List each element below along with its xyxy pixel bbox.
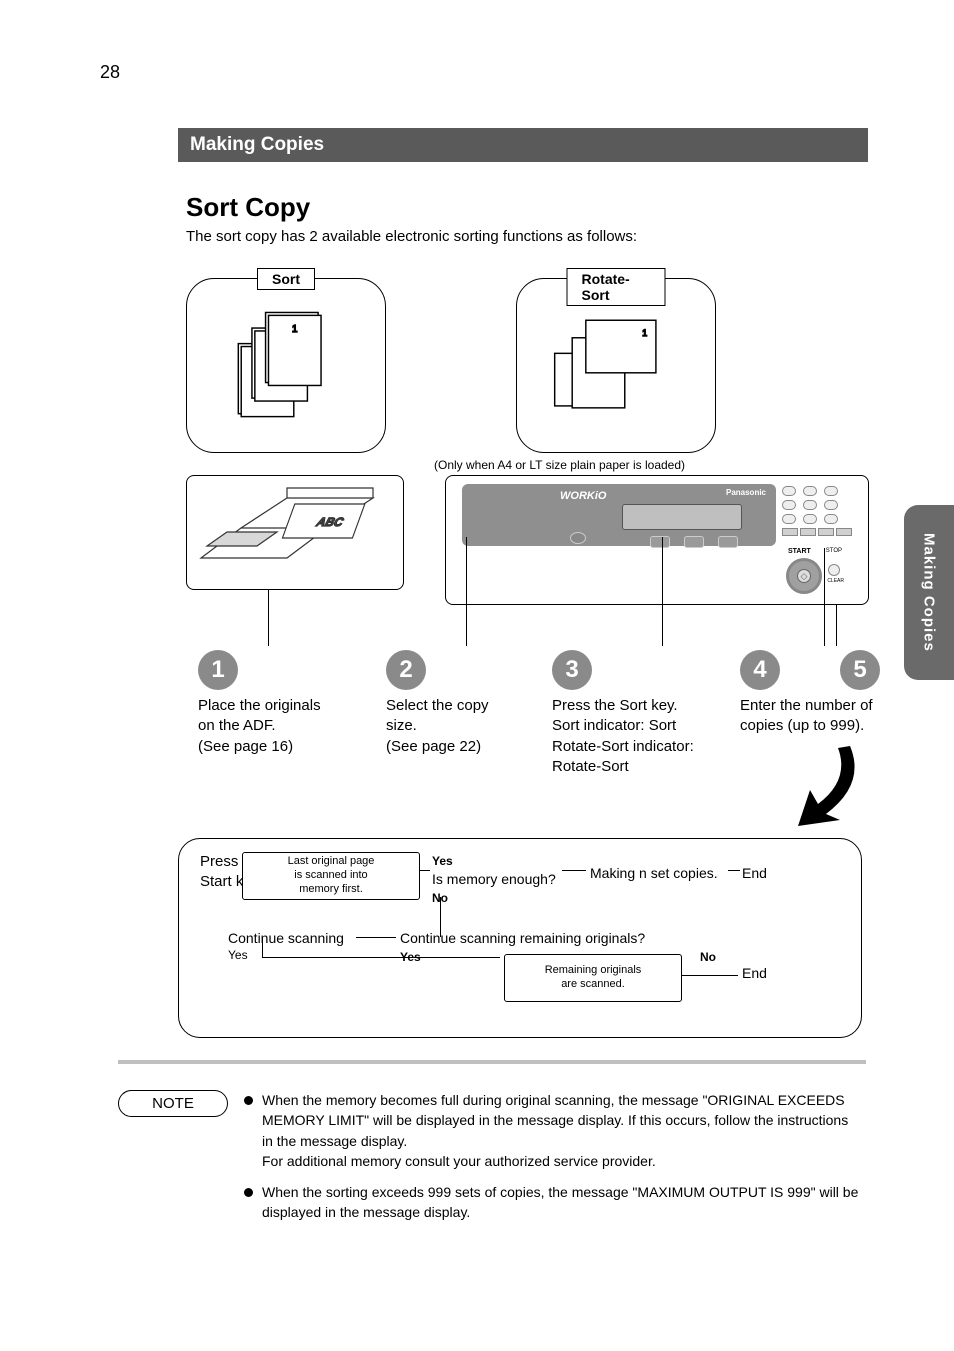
flow-line xyxy=(262,937,263,957)
step-badge-2: 2 xyxy=(386,650,426,690)
flow-line xyxy=(420,870,430,871)
example-rotate-card: Rotate-Sort 3 2 1 xyxy=(516,278,716,453)
step-line: Sort indicator: Sort xyxy=(552,716,722,736)
page-root: 28 Making Copies Sort Copy The sort copy… xyxy=(0,0,954,1351)
leader-line xyxy=(662,537,663,646)
flow-yes-1: Yes xyxy=(432,854,453,868)
page-number: 28 xyxy=(100,62,120,83)
step-3-text: Press the Sort key. Sort indicator: Sort… xyxy=(552,696,722,777)
stop-button[interactable] xyxy=(828,564,840,576)
step-badge-5: 5 xyxy=(840,650,880,690)
note-1: When the memory becomes full during orig… xyxy=(262,1090,862,1171)
scanner-diagram: ABC xyxy=(186,475,404,590)
flow-line xyxy=(356,937,396,938)
flow-line xyxy=(440,897,441,937)
side-tab: Making Copies xyxy=(904,505,954,680)
flow-q2: Continue scanning remaining originals? xyxy=(400,930,645,946)
step-4-text: Enter the number of copies (up to 999). xyxy=(740,696,890,737)
flow-msg2: Continue scanning xyxy=(228,930,344,946)
cp-round-button xyxy=(570,532,586,544)
step-line: (See page 16) xyxy=(198,737,348,757)
cp-brand: Panasonic xyxy=(726,488,766,497)
flow-card-2-text: Remaining originals are scanned. xyxy=(545,964,642,992)
step-line: on the ADF. xyxy=(198,716,348,736)
example-sort-graphic: 3 2 1 xyxy=(213,301,359,430)
leader-line xyxy=(836,605,837,646)
flow-end-2: End xyxy=(742,965,767,981)
start-button[interactable]: ◇ xyxy=(786,558,822,594)
flow-end: End xyxy=(742,865,767,881)
step-line: (See page 22) xyxy=(386,737,526,757)
flow-card-1: Last original page is scanned into memor… xyxy=(242,852,420,900)
svg-text:ABC: ABC xyxy=(314,515,346,529)
leader-line xyxy=(824,548,825,646)
leader-line xyxy=(268,590,269,646)
section-bar-text: Making Copies xyxy=(190,134,324,156)
flow-line xyxy=(262,957,500,958)
example-sort-card: Sort 3 2 1 xyxy=(186,278,386,453)
flow-line xyxy=(728,870,740,871)
cp-keypad xyxy=(782,486,854,536)
flow-card-2: Remaining originals are scanned. xyxy=(504,954,682,1002)
flow-q1: Is memory enough? xyxy=(432,871,556,887)
leader-line xyxy=(466,537,467,646)
step-line: Rotate-Sort xyxy=(552,757,722,777)
divider xyxy=(118,1060,866,1064)
note-pill: NOTE xyxy=(118,1090,228,1117)
example-rotate-graphic: 3 2 1 xyxy=(543,301,689,430)
cp-small-button xyxy=(718,536,738,548)
cp-body: WORKiO Panasonic xyxy=(462,484,776,546)
rotate-note: (Only when A4 or LT size plain paper is … xyxy=(434,458,685,472)
stop-label: STOP xyxy=(826,548,842,554)
cp-small-button xyxy=(650,536,670,548)
svg-text:1: 1 xyxy=(642,327,647,337)
cp-lcd xyxy=(622,504,742,530)
note-2: When the sorting exceeds 999 sets of cop… xyxy=(262,1182,862,1223)
start-area: START STOP ◇ CLEAR xyxy=(780,548,842,596)
step-badge-3: 3 xyxy=(552,650,592,690)
page-title: Sort Copy xyxy=(186,192,310,223)
start-label: START xyxy=(788,548,811,555)
flow-msg1: Making n set copies. xyxy=(590,865,718,881)
curved-arrow-icon xyxy=(780,740,870,830)
step-badge-4: 4 xyxy=(740,650,780,690)
step-badge-1: 1 xyxy=(198,650,238,690)
svg-text:1: 1 xyxy=(292,323,297,334)
step-line: Place the originals xyxy=(198,696,348,716)
step-line: Rotate-Sort indicator: xyxy=(552,737,722,757)
diamond-icon: ◇ xyxy=(797,569,811,583)
bullet-icon xyxy=(244,1188,253,1197)
flow-card-1-text: Last original page is scanned into memor… xyxy=(288,855,375,896)
clear-label: CLEAR xyxy=(827,578,844,584)
flow-no-2: No xyxy=(700,950,716,964)
cp-small-button xyxy=(684,536,704,548)
section-bar: Making Copies xyxy=(178,128,868,162)
step-1-text: Place the originals on the ADF. (See pag… xyxy=(198,696,348,757)
example-sort-tab: Sort xyxy=(257,268,315,290)
cp-logo: WORKiO xyxy=(560,490,606,502)
step-2-text: Select the copy size. (See page 22) xyxy=(386,696,526,757)
flow-line xyxy=(682,975,738,976)
page-subtitle: The sort copy has 2 available electronic… xyxy=(186,228,637,245)
flow-line xyxy=(562,870,586,871)
control-panel-diagram: WORKiO Panasonic START STOP ◇ CLEAR xyxy=(445,475,869,605)
step-line: copies (up to 999). xyxy=(740,716,890,736)
step-line: Press the Sort key. xyxy=(552,696,722,716)
step-line: size. xyxy=(386,716,526,736)
step-line: Enter the number of xyxy=(740,696,890,716)
step-line: Select the copy xyxy=(386,696,526,716)
bullet-icon xyxy=(244,1096,253,1105)
flow-yes-2: Yes xyxy=(228,948,248,962)
